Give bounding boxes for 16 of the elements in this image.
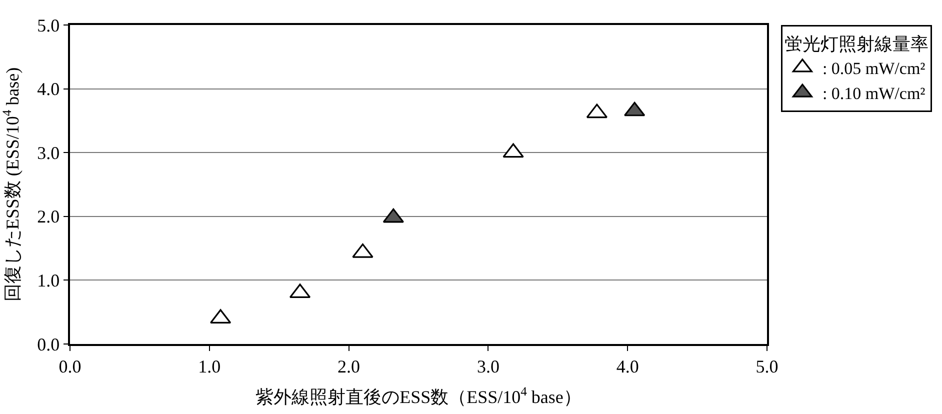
x-tick-label: 1.0	[198, 356, 221, 376]
y-tick-label: 3.0	[37, 142, 60, 163]
y-tick-label: 5.0	[37, 15, 60, 36]
x-tick-label: 4.0	[616, 356, 639, 376]
y-tick-label: 4.0	[37, 79, 60, 100]
y-tick-label: 2.0	[37, 206, 60, 227]
y-tick-label: 1.0	[37, 270, 60, 290]
legend-label: : 0.05 mW/cm²	[822, 59, 926, 78]
x-tick-label: 3.0	[476, 356, 500, 376]
legend-label: : 0.10 mW/cm²	[822, 84, 926, 104]
legend-title: 蛍光灯照射線量率	[784, 34, 928, 54]
x-tick-label: 5.0	[756, 356, 778, 376]
x-tick-label: 2.0	[338, 356, 360, 376]
x-tick-label: 0.0	[58, 356, 82, 376]
y-tick-label: 0.0	[37, 334, 60, 354]
x-axis-title: 紫外線照射直後のESS数（ESS/10$^{4}$ base）	[256, 384, 582, 407]
